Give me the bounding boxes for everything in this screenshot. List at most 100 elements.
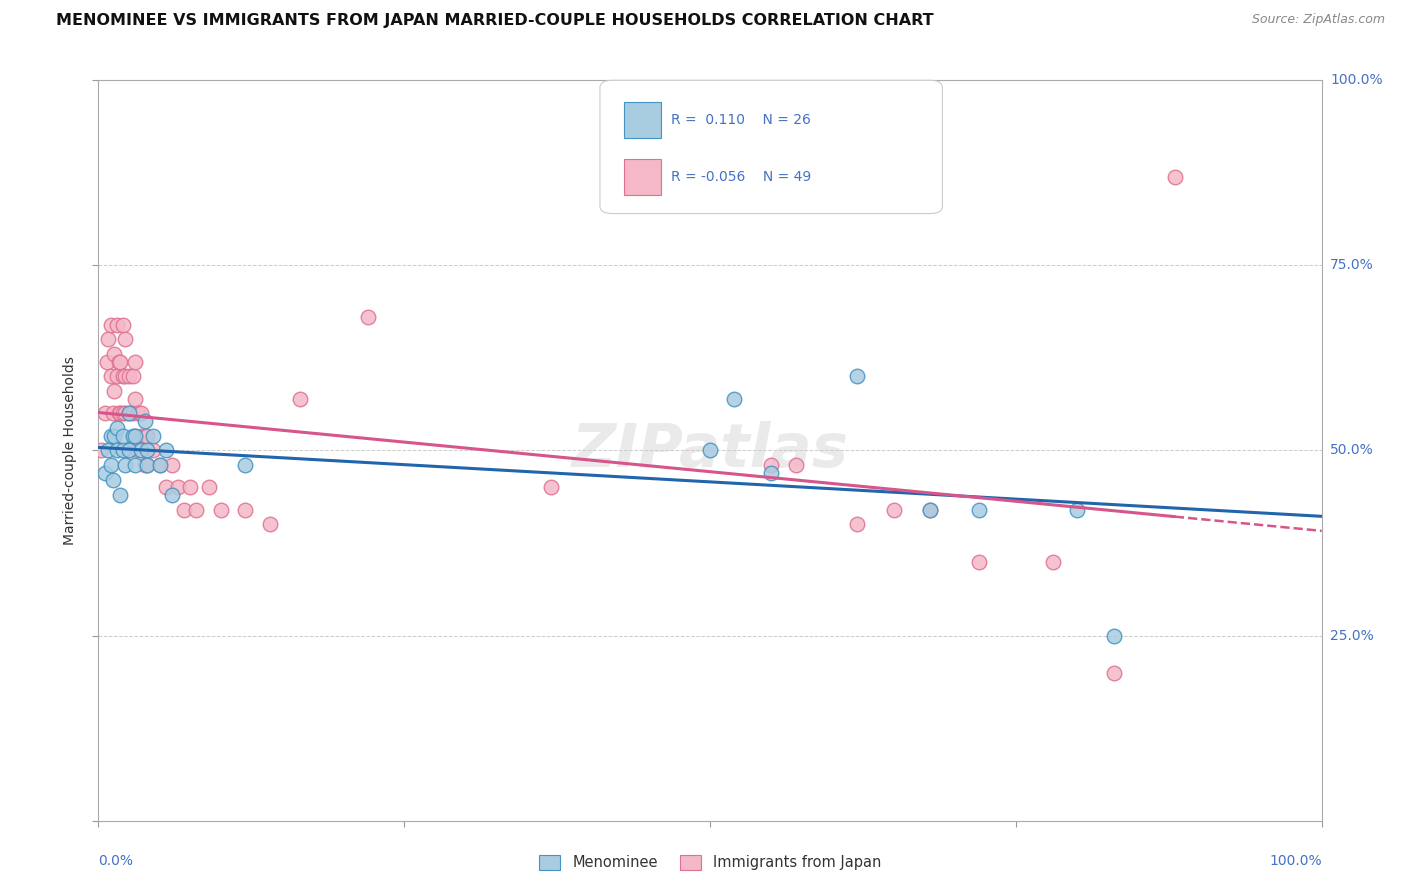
Point	[118, 443, 141, 458]
Point	[761, 466, 783, 480]
Point	[845, 517, 868, 532]
Point	[785, 458, 807, 473]
Point	[155, 480, 177, 494]
Point	[124, 428, 146, 442]
Point	[136, 458, 159, 473]
Point	[90, 443, 112, 458]
Point	[105, 318, 128, 332]
Point	[160, 458, 183, 473]
Point	[1042, 554, 1064, 569]
Point	[129, 428, 152, 442]
Text: R =  0.110    N = 26: R = 0.110 N = 26	[671, 113, 811, 128]
Point	[233, 502, 256, 516]
Point	[1102, 665, 1125, 680]
Point	[1066, 502, 1088, 516]
Point	[114, 369, 136, 384]
Text: 50.0%: 50.0%	[1330, 443, 1374, 458]
Point	[127, 407, 149, 421]
Point	[118, 407, 141, 421]
Point	[114, 458, 136, 473]
Point	[127, 443, 149, 458]
Point	[845, 369, 868, 384]
Point	[121, 428, 143, 442]
Point	[121, 369, 143, 384]
Point	[114, 407, 136, 421]
Point	[101, 473, 124, 487]
Text: 75.0%: 75.0%	[1330, 259, 1374, 272]
Point	[111, 318, 134, 332]
Text: 25.0%: 25.0%	[1330, 629, 1374, 642]
Point	[93, 466, 115, 480]
Point	[920, 502, 942, 516]
Point	[134, 414, 156, 428]
Y-axis label: Married-couple Households: Married-couple Households	[63, 356, 77, 545]
Point	[111, 443, 134, 458]
FancyBboxPatch shape	[624, 103, 661, 138]
Point	[173, 502, 195, 516]
Point	[100, 458, 122, 473]
Point	[108, 407, 131, 421]
Point	[93, 407, 115, 421]
Point	[290, 392, 312, 406]
Point	[105, 443, 128, 458]
Point	[121, 407, 143, 421]
Point	[110, 354, 132, 368]
Point	[110, 488, 132, 502]
Point	[105, 421, 128, 435]
Point	[540, 480, 562, 494]
Point	[883, 502, 905, 516]
Text: R = -0.056    N = 49: R = -0.056 N = 49	[671, 170, 811, 185]
Point	[118, 407, 141, 421]
Point	[100, 318, 122, 332]
Text: Source: ZipAtlas.com: Source: ZipAtlas.com	[1251, 13, 1385, 27]
Point	[209, 502, 232, 516]
Point	[129, 407, 152, 421]
Point	[105, 369, 128, 384]
Text: 100.0%: 100.0%	[1330, 73, 1382, 87]
Point	[111, 428, 134, 442]
Point	[124, 428, 146, 442]
Point	[136, 443, 159, 458]
Point	[103, 428, 125, 442]
Point	[124, 354, 146, 368]
Point	[259, 517, 281, 532]
Point	[197, 480, 219, 494]
Point	[124, 458, 146, 473]
Point	[761, 458, 783, 473]
Point	[356, 310, 378, 325]
Point	[134, 428, 156, 442]
Point	[149, 458, 172, 473]
Point	[179, 480, 201, 494]
Point	[103, 347, 125, 361]
Point	[699, 443, 721, 458]
Point	[136, 458, 159, 473]
FancyBboxPatch shape	[600, 80, 942, 213]
Point	[110, 407, 132, 421]
Point	[118, 443, 141, 458]
Point	[142, 443, 165, 458]
Point	[97, 443, 120, 458]
Legend: Menominee, Immigrants from Japan: Menominee, Immigrants from Japan	[533, 849, 887, 876]
Point	[967, 554, 990, 569]
Point	[723, 392, 745, 406]
Point	[118, 369, 141, 384]
Point	[96, 354, 118, 368]
Point	[160, 488, 183, 502]
Point	[101, 407, 124, 421]
Text: MENOMINEE VS IMMIGRANTS FROM JAPAN MARRIED-COUPLE HOUSEHOLDS CORRELATION CHART: MENOMINEE VS IMMIGRANTS FROM JAPAN MARRI…	[56, 13, 934, 29]
Point	[108, 354, 131, 368]
Point	[149, 458, 172, 473]
Point	[920, 502, 942, 516]
Point	[103, 384, 125, 399]
Text: 100.0%: 100.0%	[1270, 854, 1322, 868]
Point	[186, 502, 208, 516]
Point	[114, 333, 136, 347]
Point	[124, 392, 146, 406]
Text: 0.0%: 0.0%	[98, 854, 134, 868]
Point	[129, 443, 152, 458]
Point	[167, 480, 190, 494]
Point	[111, 407, 134, 421]
Point	[155, 443, 177, 458]
Point	[136, 428, 159, 442]
Point	[142, 428, 165, 442]
